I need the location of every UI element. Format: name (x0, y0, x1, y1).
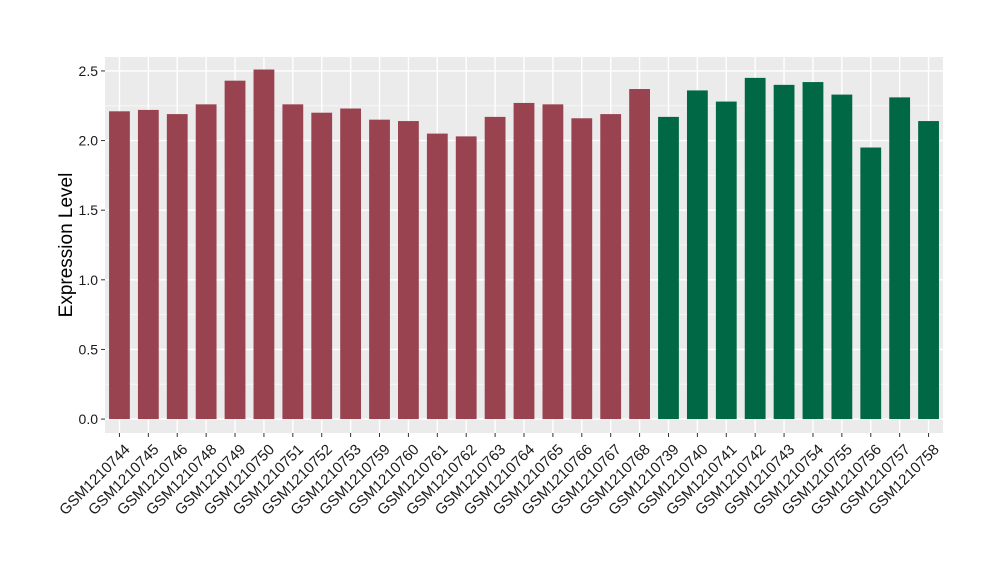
bar-GSM1210759 (369, 119, 390, 420)
bar-GSM1210746 (166, 114, 188, 420)
bar-GSM1210754 (802, 82, 824, 420)
bar-GSM1210749 (224, 80, 246, 420)
bar-GSM1210743 (773, 84, 795, 420)
y-tick-label: 0.0 (79, 411, 99, 427)
bar-GSM1210744 (109, 111, 130, 420)
bar-GSM1210751 (282, 104, 304, 420)
bar-GSM1210752 (311, 112, 333, 420)
bar-GSM1210762 (455, 136, 477, 420)
bar-GSM1210739 (658, 116, 679, 420)
bar-GSM1210765 (542, 104, 564, 420)
bar-GSM1210756 (860, 147, 882, 420)
bar-GSM1210753 (340, 108, 362, 420)
y-tick-label: 2.0 (79, 133, 99, 149)
bar-GSM1210740 (686, 90, 708, 420)
bar-GSM1210755 (831, 94, 853, 420)
bar-GSM1210761 (426, 133, 448, 420)
y-tick-label: 1.5 (79, 202, 99, 218)
bar-GSM1210748 (195, 104, 217, 420)
bar-GSM1210768 (629, 89, 650, 420)
y-axis-title: Expression Level (56, 173, 77, 318)
bar-GSM1210766 (571, 118, 593, 420)
y-axis: 0.0 0.5 1.0 1.5 2.0 2.5 (79, 63, 105, 427)
bar-GSM1210758 (918, 121, 939, 420)
y-tick-label: 1.0 (79, 272, 99, 288)
bars (109, 69, 939, 420)
bar-GSM1210750 (253, 69, 275, 420)
y-tick-label: 0.5 (79, 341, 99, 357)
y-tick-label: 2.5 (79, 63, 99, 79)
bar-GSM1210742 (744, 77, 766, 420)
x-axis: GSM1210744GSM1210745GSM1210746GSM1210748… (56, 433, 943, 519)
bar-GSM1210760 (398, 121, 419, 420)
bar-GSM1210757 (889, 97, 911, 420)
bar-GSM1210764 (513, 102, 535, 420)
bar-GSM1210763 (484, 116, 506, 420)
bar-GSM1210767 (600, 114, 622, 420)
bar-GSM1210745 (137, 109, 159, 420)
bar-GSM1210741 (715, 101, 737, 420)
